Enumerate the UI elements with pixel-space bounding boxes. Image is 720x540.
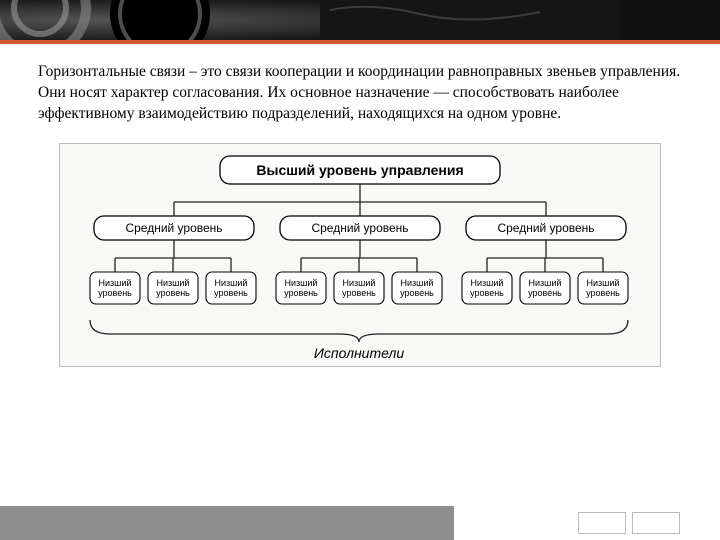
svg-text:Средний уровень: Средний уровень [311,221,408,235]
svg-text:Низшийуровень: Низшийуровень [400,278,434,298]
svg-text:Низшийуровень: Низшийуровень [214,278,248,298]
svg-text:Низшийуровень: Низшийуровень [342,278,376,298]
svg-text:Низшийуровень: Низшийуровень [528,278,562,298]
svg-text:Низшийуровень: Низшийуровень [156,278,190,298]
svg-text:Низшийуровень: Низшийуровень [586,278,620,298]
svg-text:Низшийуровень: Низшийуровень [470,278,504,298]
svg-text:Высший уровень управления: Высший уровень управления [256,162,463,178]
svg-text:Исполнители: Исполнители [314,345,404,361]
org-chart-diagram: Высший уровень управления Средний уровень… [59,143,661,367]
slide-footer [0,506,720,540]
svg-text:Низшийуровень: Низшийуровень [98,278,132,298]
svg-text:Средний уровень: Средний уровень [497,221,594,235]
footer-box [632,512,680,534]
svg-text:Низшийуровень: Низшийуровень [284,278,318,298]
decorative-top-band [0,0,720,40]
svg-text:Средний уровень: Средний уровень [125,221,222,235]
footer-grey-bar [0,506,454,540]
footer-box [578,512,626,534]
paragraph-text: Горизонтальные связи – это связи коопера… [0,44,720,137]
footer-page-boxes [578,512,680,532]
